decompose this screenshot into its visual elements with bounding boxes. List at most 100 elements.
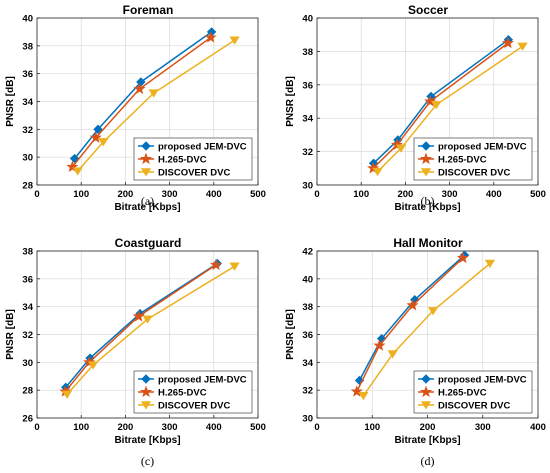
data-point [72, 167, 83, 176]
x-axis-label: Bitrate [Kbps] [394, 435, 460, 446]
y-tick-label: 30 [302, 414, 313, 425]
y-tick-label: 30 [302, 181, 313, 192]
legend-marker [421, 141, 431, 151]
chart-title: Soccer [408, 3, 448, 17]
y-axis-label: PNSR [dB] [5, 309, 16, 360]
data-point [358, 391, 369, 401]
panel-caption: (c) [141, 454, 154, 468]
y-axis-label: PNSR [dB] [5, 76, 16, 127]
y-tick-label: 30 [22, 358, 33, 369]
y-axis-label: PNSR [dB] [285, 309, 296, 360]
y-tick-label: 32 [302, 386, 313, 397]
y-tick-label: 36 [22, 274, 33, 285]
legend-marker [419, 385, 433, 398]
series-line [372, 42, 509, 169]
data-point [390, 138, 404, 151]
y-tick-label: 32 [22, 330, 33, 341]
y-tick-label: 34 [302, 358, 313, 369]
panel-caption: (a) [141, 194, 154, 208]
data-point [66, 160, 79, 173]
legend-label: DISCOVER DVC [158, 168, 230, 179]
data-point [406, 298, 419, 311]
series-line [362, 262, 491, 397]
data-point [87, 361, 99, 370]
x-tick-label: 500 [250, 189, 266, 200]
legend-marker [420, 168, 432, 177]
data-point [209, 258, 223, 271]
axes-box [316, 17, 539, 186]
series-line [373, 39, 509, 164]
data-point [229, 262, 240, 271]
data-point [387, 350, 398, 359]
y-tick-label: 32 [302, 147, 313, 158]
chart-title: Coastguard [115, 236, 182, 250]
series-line [66, 265, 235, 395]
y-tick-label: 26 [22, 414, 33, 425]
y-tick-label: 36 [302, 80, 313, 91]
data-point [372, 167, 383, 177]
legend-marker [419, 152, 433, 165]
series-line [65, 262, 218, 388]
x-tick-label: 0 [34, 189, 39, 200]
data-point [229, 36, 240, 45]
x-tick-label: 200 [420, 422, 436, 433]
legend-label: H.265-DVC [158, 155, 207, 166]
legend-label: proposed JEM-DVC [438, 375, 527, 386]
data-point [367, 161, 380, 174]
chart-title: Foreman [123, 3, 174, 17]
legend-marker [421, 374, 431, 384]
chart-title: Hall Monitor [393, 236, 463, 250]
data-point [142, 315, 153, 324]
data-point [517, 42, 528, 51]
series-line [356, 257, 464, 392]
series-line [77, 39, 236, 172]
x-tick-label: 400 [206, 189, 222, 200]
y-tick-label: 40 [22, 14, 33, 25]
data-point [89, 131, 102, 143]
series-line [71, 36, 212, 168]
y-tick-label: 34 [22, 302, 33, 313]
data-point [373, 339, 386, 351]
data-point [61, 390, 73, 399]
data-point [132, 310, 145, 322]
y-tick-label: 36 [302, 330, 313, 341]
y-tick-label: 38 [22, 41, 33, 52]
x-tick-label: 100 [73, 189, 89, 200]
y-tick-label: 34 [302, 114, 313, 125]
y-tick-label: 38 [22, 247, 33, 258]
x-tick-label: 400 [530, 422, 546, 433]
x-axis-label: Bitrate [Kbps] [114, 202, 180, 213]
data-point [133, 82, 146, 95]
x-tick-label: 300 [162, 189, 178, 200]
legend-marker [139, 385, 153, 398]
x-tick-label: 300 [475, 422, 491, 433]
y-tick-label: 34 [22, 97, 33, 108]
chart-4: 0 100 200 300 400 30 32 34 36 38 40 42 Hall Monitor B… [285, 236, 546, 468]
legend-label: proposed JEM-DVC [438, 142, 527, 153]
data-point [350, 385, 363, 397]
x-axis-label: Bitrate [Kbps] [114, 435, 180, 446]
y-tick-label: 28 [22, 181, 33, 192]
data-point [456, 251, 469, 264]
data-point [98, 138, 109, 147]
y-tick-label: 40 [302, 274, 313, 285]
x-tick-label: 500 [250, 422, 266, 433]
x-tick-label: 100 [364, 422, 380, 433]
x-tick-label: 500 [530, 189, 546, 200]
y-axis-label: PNSR [dB] [285, 76, 296, 127]
y-tick-label: 28 [22, 386, 33, 397]
legend-label: DISCOVER DVC [158, 401, 230, 412]
x-tick-label: 200 [397, 189, 413, 200]
y-tick-label: 38 [302, 302, 313, 313]
data-point [501, 36, 514, 49]
panel-caption: (b) [421, 194, 435, 208]
y-tick-label: 36 [22, 69, 33, 80]
x-axis-label: Bitrate [Kbps] [394, 202, 460, 213]
y-tick-label: 40 [302, 14, 313, 25]
data-point [424, 95, 437, 107]
y-tick-label: 38 [302, 47, 313, 58]
legend-marker [139, 152, 153, 165]
chart-1: 0 100 200 300 400 500 28 30 32 34 36 38 40 Foreman Bit… [5, 3, 266, 213]
legend-label: proposed JEM-DVC [158, 142, 247, 153]
